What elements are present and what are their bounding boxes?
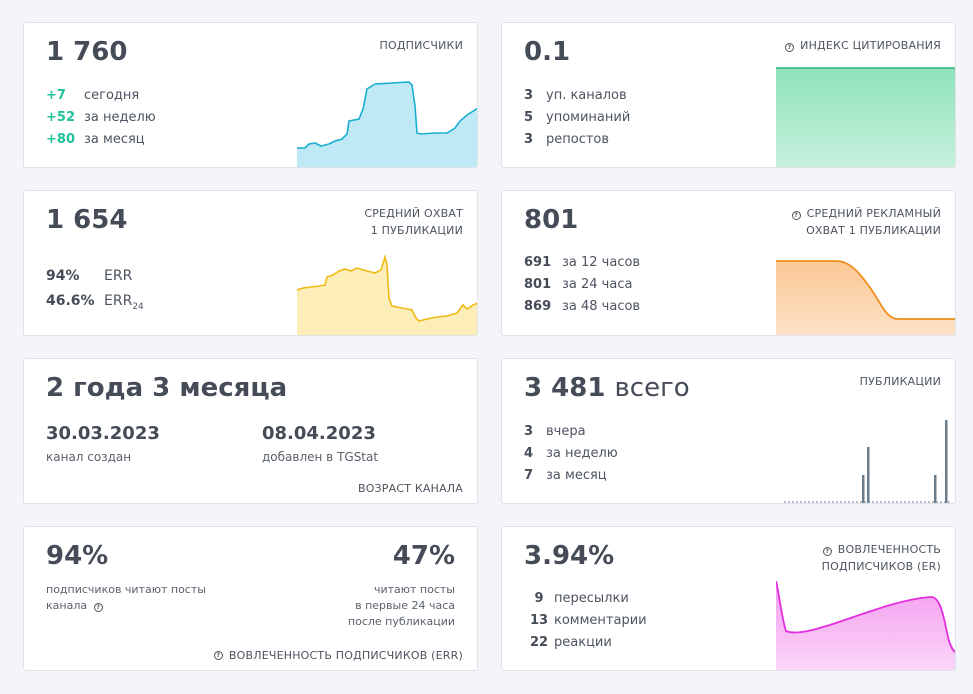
channel-age-title: ВОЗРАСТ КАНАЛА bbox=[357, 482, 463, 495]
subscribers-sparkline bbox=[297, 81, 477, 167]
stat-row: +52 за неделю bbox=[46, 110, 156, 125]
avg-reach-stats: 94% ERR 46.6% ERR24 bbox=[46, 264, 144, 314]
channel-age-card[interactable]: 2 года 3 месяца 30.03.2023 канал создан … bbox=[23, 358, 478, 504]
subscribers-title: ПОДПИСЧИКИ bbox=[379, 39, 463, 52]
citation-sparkline bbox=[776, 67, 955, 167]
subscribers-count: 1 760 bbox=[46, 37, 128, 67]
err-left-label: подписчиков читают посты канала ? bbox=[46, 583, 206, 612]
citation-index-card[interactable]: 0.1 ? ИНДЕКС ЦИТИРОВАНИЯ 3 уп. каналов 5 уп… bbox=[501, 22, 956, 168]
avg-reach-sparkline bbox=[297, 255, 477, 335]
stat-row: 94% ERR bbox=[46, 268, 133, 284]
er-sparkline bbox=[776, 580, 955, 670]
avg-reach-card[interactable]: 1 654 СРЕДНИЙ ОХВАТ 1 ПУБЛИКАЦИИ 94% ERR 4… bbox=[23, 190, 478, 336]
bar bbox=[945, 420, 948, 503]
er-card[interactable]: 3.94% ? ВОВЛЕЧЕННОСТЬ ПОДПИСЧИКОВ (ER) 9 пе… bbox=[501, 526, 956, 671]
help-circle-icon[interactable]: ? bbox=[213, 651, 223, 660]
help-circle-icon[interactable]: ? bbox=[785, 43, 795, 52]
stat-row: 22 реакции bbox=[529, 635, 612, 650]
publications-value: 3 481 всего bbox=[524, 373, 690, 403]
help-circle-icon[interactable]: ? bbox=[93, 603, 103, 612]
subscribers-stats: +7 сегодня +52 за неделю +80 за месяц bbox=[46, 85, 156, 151]
help-circle-icon[interactable]: ? bbox=[791, 211, 801, 220]
publications-bar-chart bbox=[784, 420, 952, 503]
subscribers-card[interactable]: 1 760 ПОДПИСЧИКИ +7 сегодня +52 за неделю … bbox=[23, 22, 478, 168]
ad-reach-stats: 691 за 12 часов 801 за 24 часа 869 за 48 ча… bbox=[524, 252, 640, 318]
stat-row: +80 за месяц bbox=[46, 132, 145, 147]
stat-row: 13 комментарии bbox=[529, 613, 647, 628]
publications-card[interactable]: 3 481 всего ПУБЛИКАЦИИ 3 вчера 4 за неделю… bbox=[501, 358, 956, 504]
bar bbox=[867, 447, 870, 503]
stat-row: 3 репостов bbox=[524, 132, 610, 147]
stat-row: 9 пересылки bbox=[534, 591, 629, 606]
avg-reach-value: 1 654 bbox=[46, 205, 128, 235]
ad-reach-value: 801 bbox=[524, 205, 579, 235]
stat-row: 801 за 24 часа bbox=[524, 277, 633, 292]
stat-row: +7 сегодня bbox=[46, 88, 140, 103]
channel-added: 08.04.2023 добавлен в TGStat bbox=[262, 423, 379, 464]
stat-row: 869 за 48 часов bbox=[524, 299, 641, 314]
err-right-value: 47% bbox=[392, 541, 455, 571]
ad-reach-sparkline bbox=[776, 260, 955, 335]
ad-reach-title: ? СРЕДНИЙ РЕКЛАМНЫЙ ОХВАТ 1 ПУБЛИКАЦИИ bbox=[791, 205, 941, 239]
er-value: 3.94% bbox=[524, 541, 615, 571]
stat-row: 3 вчера bbox=[524, 424, 586, 439]
err-right-label: читают посты в первые 24 часа после публ… bbox=[347, 583, 455, 628]
stat-row: 46.6% ERR24 bbox=[46, 293, 144, 312]
err-left-value: 94% bbox=[46, 541, 109, 571]
publications-stats: 3 вчера 4 за неделю 7 за месяц bbox=[524, 421, 618, 487]
stat-row: 3 уп. каналов bbox=[524, 88, 627, 103]
avg-reach-title: СРЕДНИЙ ОХВАТ 1 ПУБЛИКАЦИИ bbox=[364, 207, 463, 237]
publications-title: ПУБЛИКАЦИИ bbox=[859, 375, 941, 388]
citation-stats: 3 уп. каналов 5 упоминаний 3 репостов bbox=[524, 85, 630, 151]
ad-reach-card[interactable]: 801 ? СРЕДНИЙ РЕКЛАМНЫЙ ОХВАТ 1 ПУБЛИКАЦИИ… bbox=[501, 190, 956, 336]
er-stats: 9 пересылки 13 комментарии 22 реакции bbox=[524, 588, 647, 654]
stat-row: 7 за месяц bbox=[524, 468, 607, 483]
stat-row: 4 за неделю bbox=[524, 446, 618, 461]
err-card[interactable]: 94% подписчиков читают посты канала ? 47… bbox=[23, 526, 478, 671]
bar bbox=[862, 475, 865, 503]
er-title: ? ВОВЛЕЧЕННОСТЬ ПОДПИСЧИКОВ (ER) bbox=[821, 543, 941, 573]
stat-row: 5 упоминаний bbox=[524, 110, 631, 125]
stat-row: 691 за 12 часов bbox=[524, 255, 641, 270]
bar bbox=[934, 475, 937, 503]
citation-index-value: 0.1 bbox=[524, 37, 571, 67]
help-circle-icon[interactable]: ? bbox=[822, 547, 832, 556]
channel-age-value: 2 года 3 месяца bbox=[46, 373, 288, 403]
citation-index-title: ? ИНДЕКС ЦИТИРОВАНИЯ bbox=[785, 37, 941, 54]
channel-created: 30.03.2023 канал создан bbox=[46, 423, 160, 464]
err-title: ? ВОВЛЕЧЕННОСТЬ ПОДПИСЧИКОВ (ERR) bbox=[213, 649, 463, 662]
